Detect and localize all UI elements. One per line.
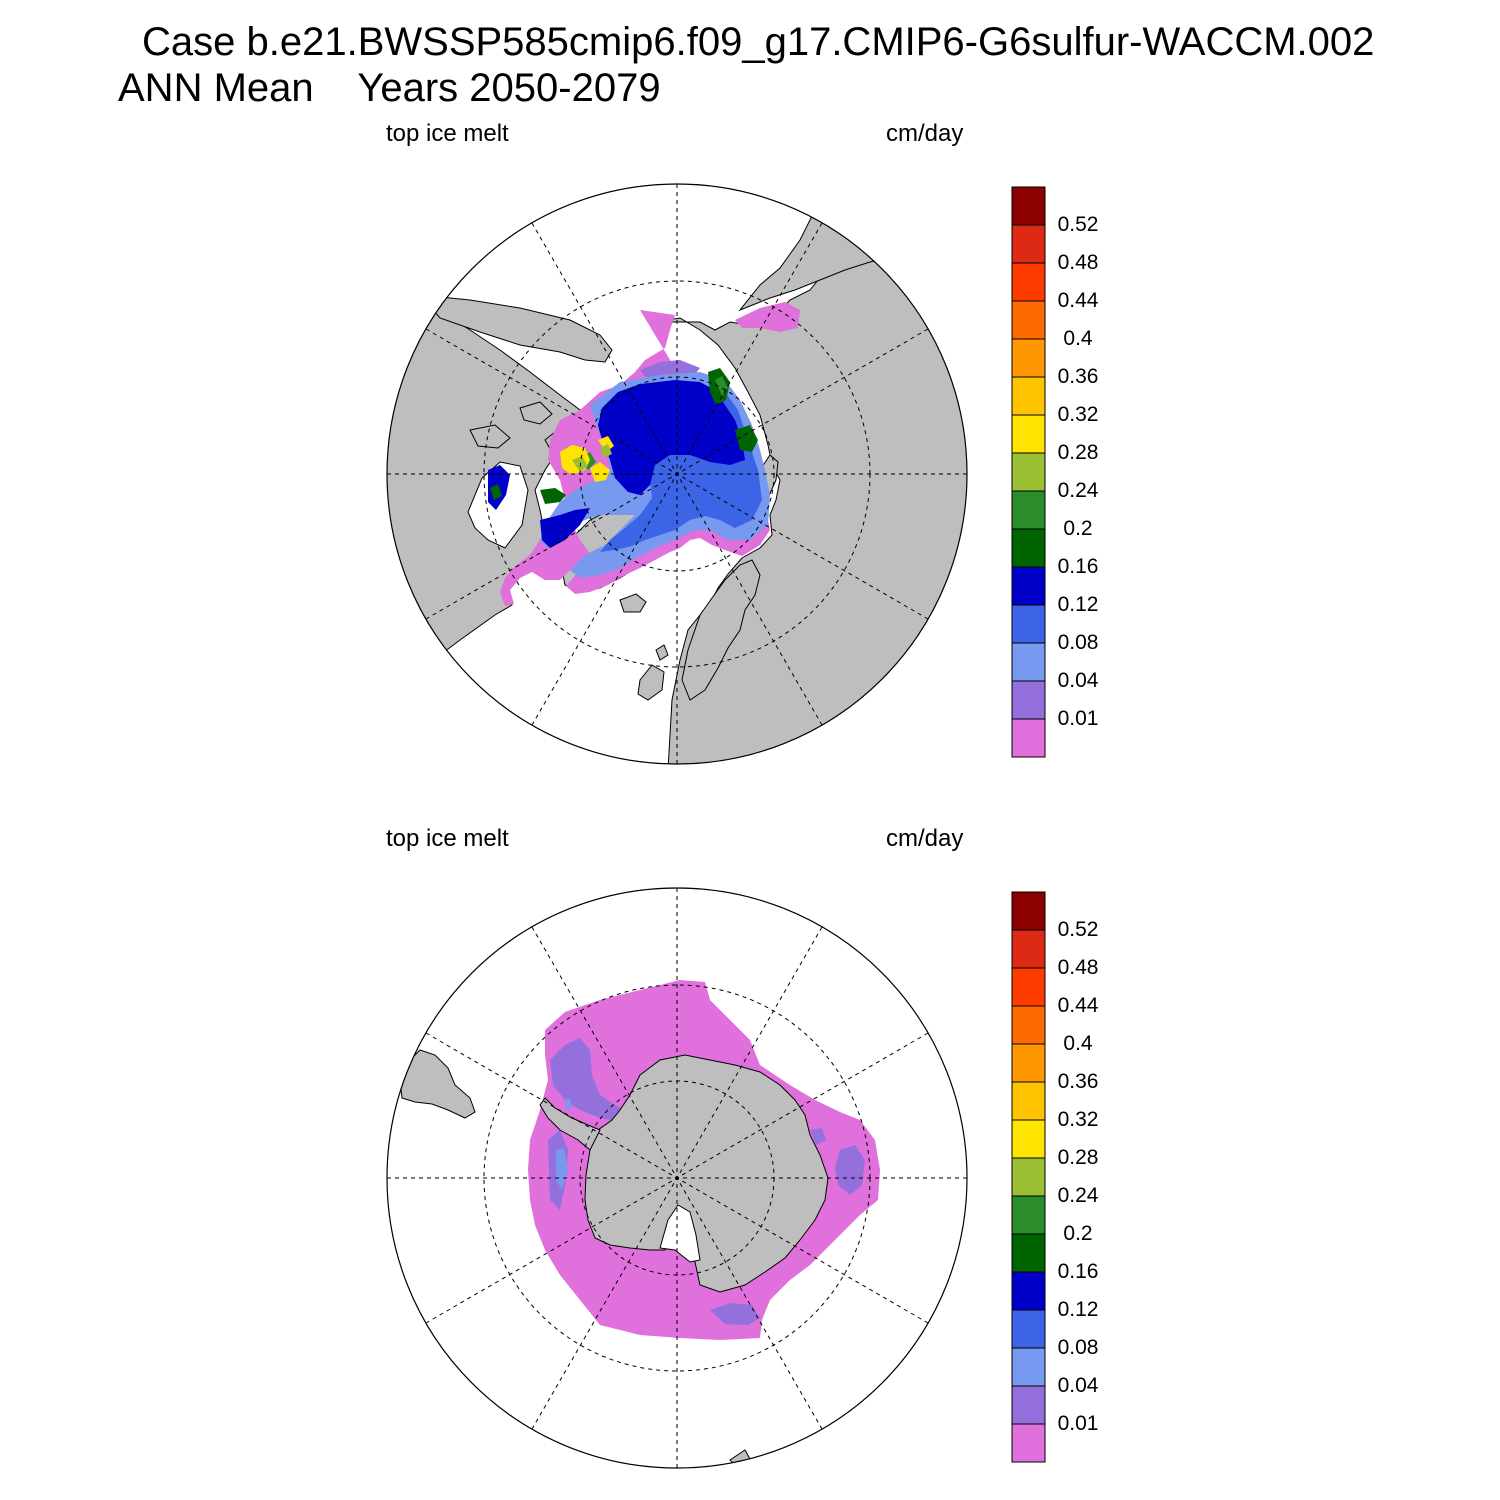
south-colorbar-tick-label: 0.4 [1063,1032,1093,1055]
south-graticule [387,888,967,1468]
north-colorbar-tick-label: 0.2 [1063,517,1093,540]
south-america-land [399,1049,476,1119]
north-colorbar-tick-label: 0.36 [1057,365,1099,388]
north-colorbar-swatch [1011,452,1046,492]
south-colorbar-tick-label: 0.24 [1057,1184,1099,1207]
south-colorbar-swatch [1011,1233,1046,1273]
south-colorbar-tick-label: 0.08 [1057,1336,1099,1359]
south-units-label: cm/day [886,825,964,852]
north-colorbar-swatch [1011,490,1046,530]
south-colorbar-tick-label: 0.28 [1057,1146,1099,1169]
north-colorbar-tick-label: 0.52 [1057,213,1099,236]
south-colorbar-swatch [1011,1309,1046,1349]
south-colorbar-swatch [1011,1423,1046,1463]
case-title: Case b.e21.BWSSP585cmip6.f09_g17.CMIP6-G… [142,20,1375,64]
south-colorbar-tick-label: 0.01 [1057,1412,1099,1435]
north-variable-label: top ice melt [386,120,509,147]
north-colorbar-swatch [1011,642,1046,682]
north-graticule [387,184,967,764]
south-polar-map [386,887,968,1469]
south-colorbar-swatch [1011,1195,1046,1235]
north-colorbar-tick-label: 0.12 [1057,593,1099,616]
north-colorbar-tick-label: 0.44 [1057,289,1099,312]
north-alaska-land [418,294,613,363]
north-colorbar-swatch [1011,262,1046,302]
south-colorbar-tick-label: 0.36 [1057,1070,1099,1093]
north-scandinavia-land [681,559,761,701]
north-colorbar-swatch [1011,376,1046,416]
north-colorbar-swatch [1011,604,1046,644]
north-colorbar-tick-label: 0.24 [1057,479,1099,502]
south-colorbar-swatch [1011,1005,1046,1045]
south-ice-purple-ross [710,1303,760,1325]
north-colorbar-tick-label: 0.28 [1057,441,1099,464]
north-ice-pink-bering [735,302,800,332]
north-colorbar-swatch [1011,224,1046,264]
south-colorbar-tick-label: 0.44 [1057,994,1099,1017]
south-ice-lightblue-west [556,1098,572,1190]
south-colorbar-swatch [1011,1157,1046,1197]
south-colorbar-tick-label: 0.04 [1057,1374,1099,1397]
north-colorbar-swatch [1011,338,1046,378]
south-colorbar-swatch [1011,1271,1046,1311]
north-colorbar-tick-label: 0.4 [1063,327,1093,350]
north-uk-land [637,644,669,701]
south-colorbar-swatch [1011,1385,1046,1425]
north-units-label: cm/day [886,120,964,147]
south-colorbar-swatch [1011,1119,1046,1159]
south-colorbar-tick-label: 0.2 [1063,1222,1093,1245]
north-ice-olive [572,444,612,472]
north-map-border [386,183,968,765]
north-colorbar-tick-label: 0.32 [1057,403,1099,426]
south-colorbar-swatch [1011,967,1046,1007]
south-colorbar-tick-label: 0.12 [1057,1298,1099,1321]
north-colorbar-swatch [1011,186,1046,226]
south-colorbar-tick-label: 0.16 [1057,1260,1099,1283]
north-colorbar-tick-label: 0.01 [1057,707,1099,730]
south-colorbar-tick-label: 0.32 [1057,1108,1099,1131]
north-colorbar-swatch [1011,718,1046,758]
south-colorbar-swatch [1011,1043,1046,1083]
north-colorbar-swatch [1011,528,1046,568]
south-colorbar-tick-label: 0.52 [1057,918,1099,941]
north-colorbar-swatch [1011,300,1046,340]
north-colorbar-swatch [1011,566,1046,606]
south-variable-label: top ice melt [386,825,509,852]
north-ice-yellow [560,436,614,482]
north-colorbar-swatch [1011,680,1046,720]
north-ice-darkblue-baffin [540,508,590,548]
south-peninsula-land [539,1097,601,1151]
south-colorbar [1011,891,1046,1463]
north-polar-map [386,183,968,765]
north-colorbar-tick-label: 0.04 [1057,669,1099,692]
south-colorbar-swatch [1011,1081,1046,1121]
south-ross-notch [659,1204,701,1263]
north-colorbar-swatch [1011,414,1046,454]
south-colorbar-swatch [1011,1347,1046,1387]
south-colorbar-swatch [1011,929,1046,969]
south-colorbar-swatch [1011,891,1046,931]
north-colorbar-tick-label: 0.16 [1057,555,1099,578]
north-colorbar [1011,186,1046,758]
north-ice-green [580,376,728,470]
south-colorbar-tick-label: 0.48 [1057,956,1099,979]
south-map-border [386,887,968,1469]
period-title: ANN Mean Years 2050-2079 [118,66,661,110]
north-ice-darkblue [598,380,745,495]
north-colorbar-tick-label: 0.08 [1057,631,1099,654]
north-colorbar-tick-label: 0.48 [1057,251,1099,274]
north-iceland-land [619,593,647,613]
